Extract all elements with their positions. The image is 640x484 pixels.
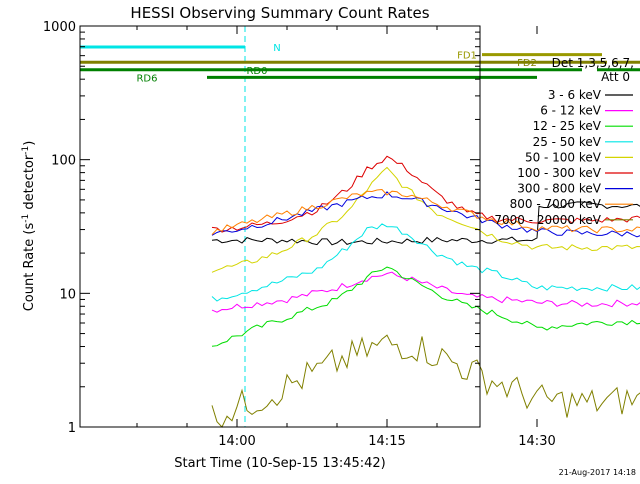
legend-label-25-50-kev: 25 - 50 keV <box>533 135 602 149</box>
series-6-12-kev-segment-0 <box>211 271 640 313</box>
series-25-50-kev-segment-0 <box>211 223 640 302</box>
flag-label-rd6: RD6 <box>136 73 157 84</box>
y-tick-label-2: 100 <box>51 154 76 169</box>
series-100-300-kev-segment-0 <box>211 155 640 233</box>
y-tick-label-0: 1 <box>68 421 76 436</box>
legend-label-6-12-kev: 6 - 12 keV <box>540 104 602 118</box>
legend: Det 1,3,5,6,7, Att 0 3 - 6 keV 6 - 12 keV… <box>494 56 634 227</box>
chart-title: HESSI Observing Summary Count Rates <box>130 4 429 22</box>
flag-label-fd2: FD2 <box>517 58 537 69</box>
plot-area: NSFD1FD2RD0RD6 <box>79 26 640 428</box>
legend-label-3-6-kev: 3 - 6 keV <box>548 88 602 102</box>
y-axis-label: Count Rate (s-1 detector-1) <box>21 141 37 312</box>
legend-label-300-800-kev: 300 - 800 keV <box>517 182 601 196</box>
y-axis-ticks: 1 10 100 1000 <box>43 20 480 436</box>
legend-label-7000-20000-kev: 7000 - 20000 keV <box>494 213 601 227</box>
flag-label-rd0: RD0 <box>246 66 267 77</box>
series-7000-20000-kev-segment-0 <box>211 334 640 428</box>
y-tick-label-3: 1000 <box>43 20 76 35</box>
legend-label-50-100-kev: 50 - 100 keV <box>525 150 602 164</box>
x-axis-label: Start Time (10-Sep-15 13:45:42) <box>174 456 385 471</box>
legend-header-attenuator: Att 0 <box>601 70 630 84</box>
legend-label-800-7000-kev: 800 - 7000 keV <box>510 197 602 211</box>
series-50-100-kev-segment-0 <box>211 166 640 273</box>
legend-header-detectors: Det 1,3,5,6,7, <box>552 56 634 70</box>
flag-label-n: N <box>273 43 280 54</box>
series-12-25-kev-segment-0 <box>211 266 640 347</box>
series-300-800-kev-segment-0 <box>211 191 640 238</box>
plot-frame <box>79 25 481 428</box>
x-tick-label-1: 14:15 <box>368 434 405 449</box>
series-800-7000-kev-segment-0 <box>211 188 640 235</box>
y-tick-label-1: 10 <box>59 287 76 302</box>
x-tick-label-0: 14:00 <box>218 434 255 449</box>
x-tick-label-2: 14:30 <box>518 434 555 449</box>
legend-label-100-300-kev: 100 - 300 keV <box>517 166 601 180</box>
legend-label-12-25-kev: 12 - 25 keV <box>533 119 602 133</box>
footer-timestamp: 21-Aug-2017 14:18 <box>559 468 636 477</box>
flag-label-fd1: FD1 <box>457 51 477 62</box>
series-3-6-kev-segment-0 <box>211 201 640 246</box>
